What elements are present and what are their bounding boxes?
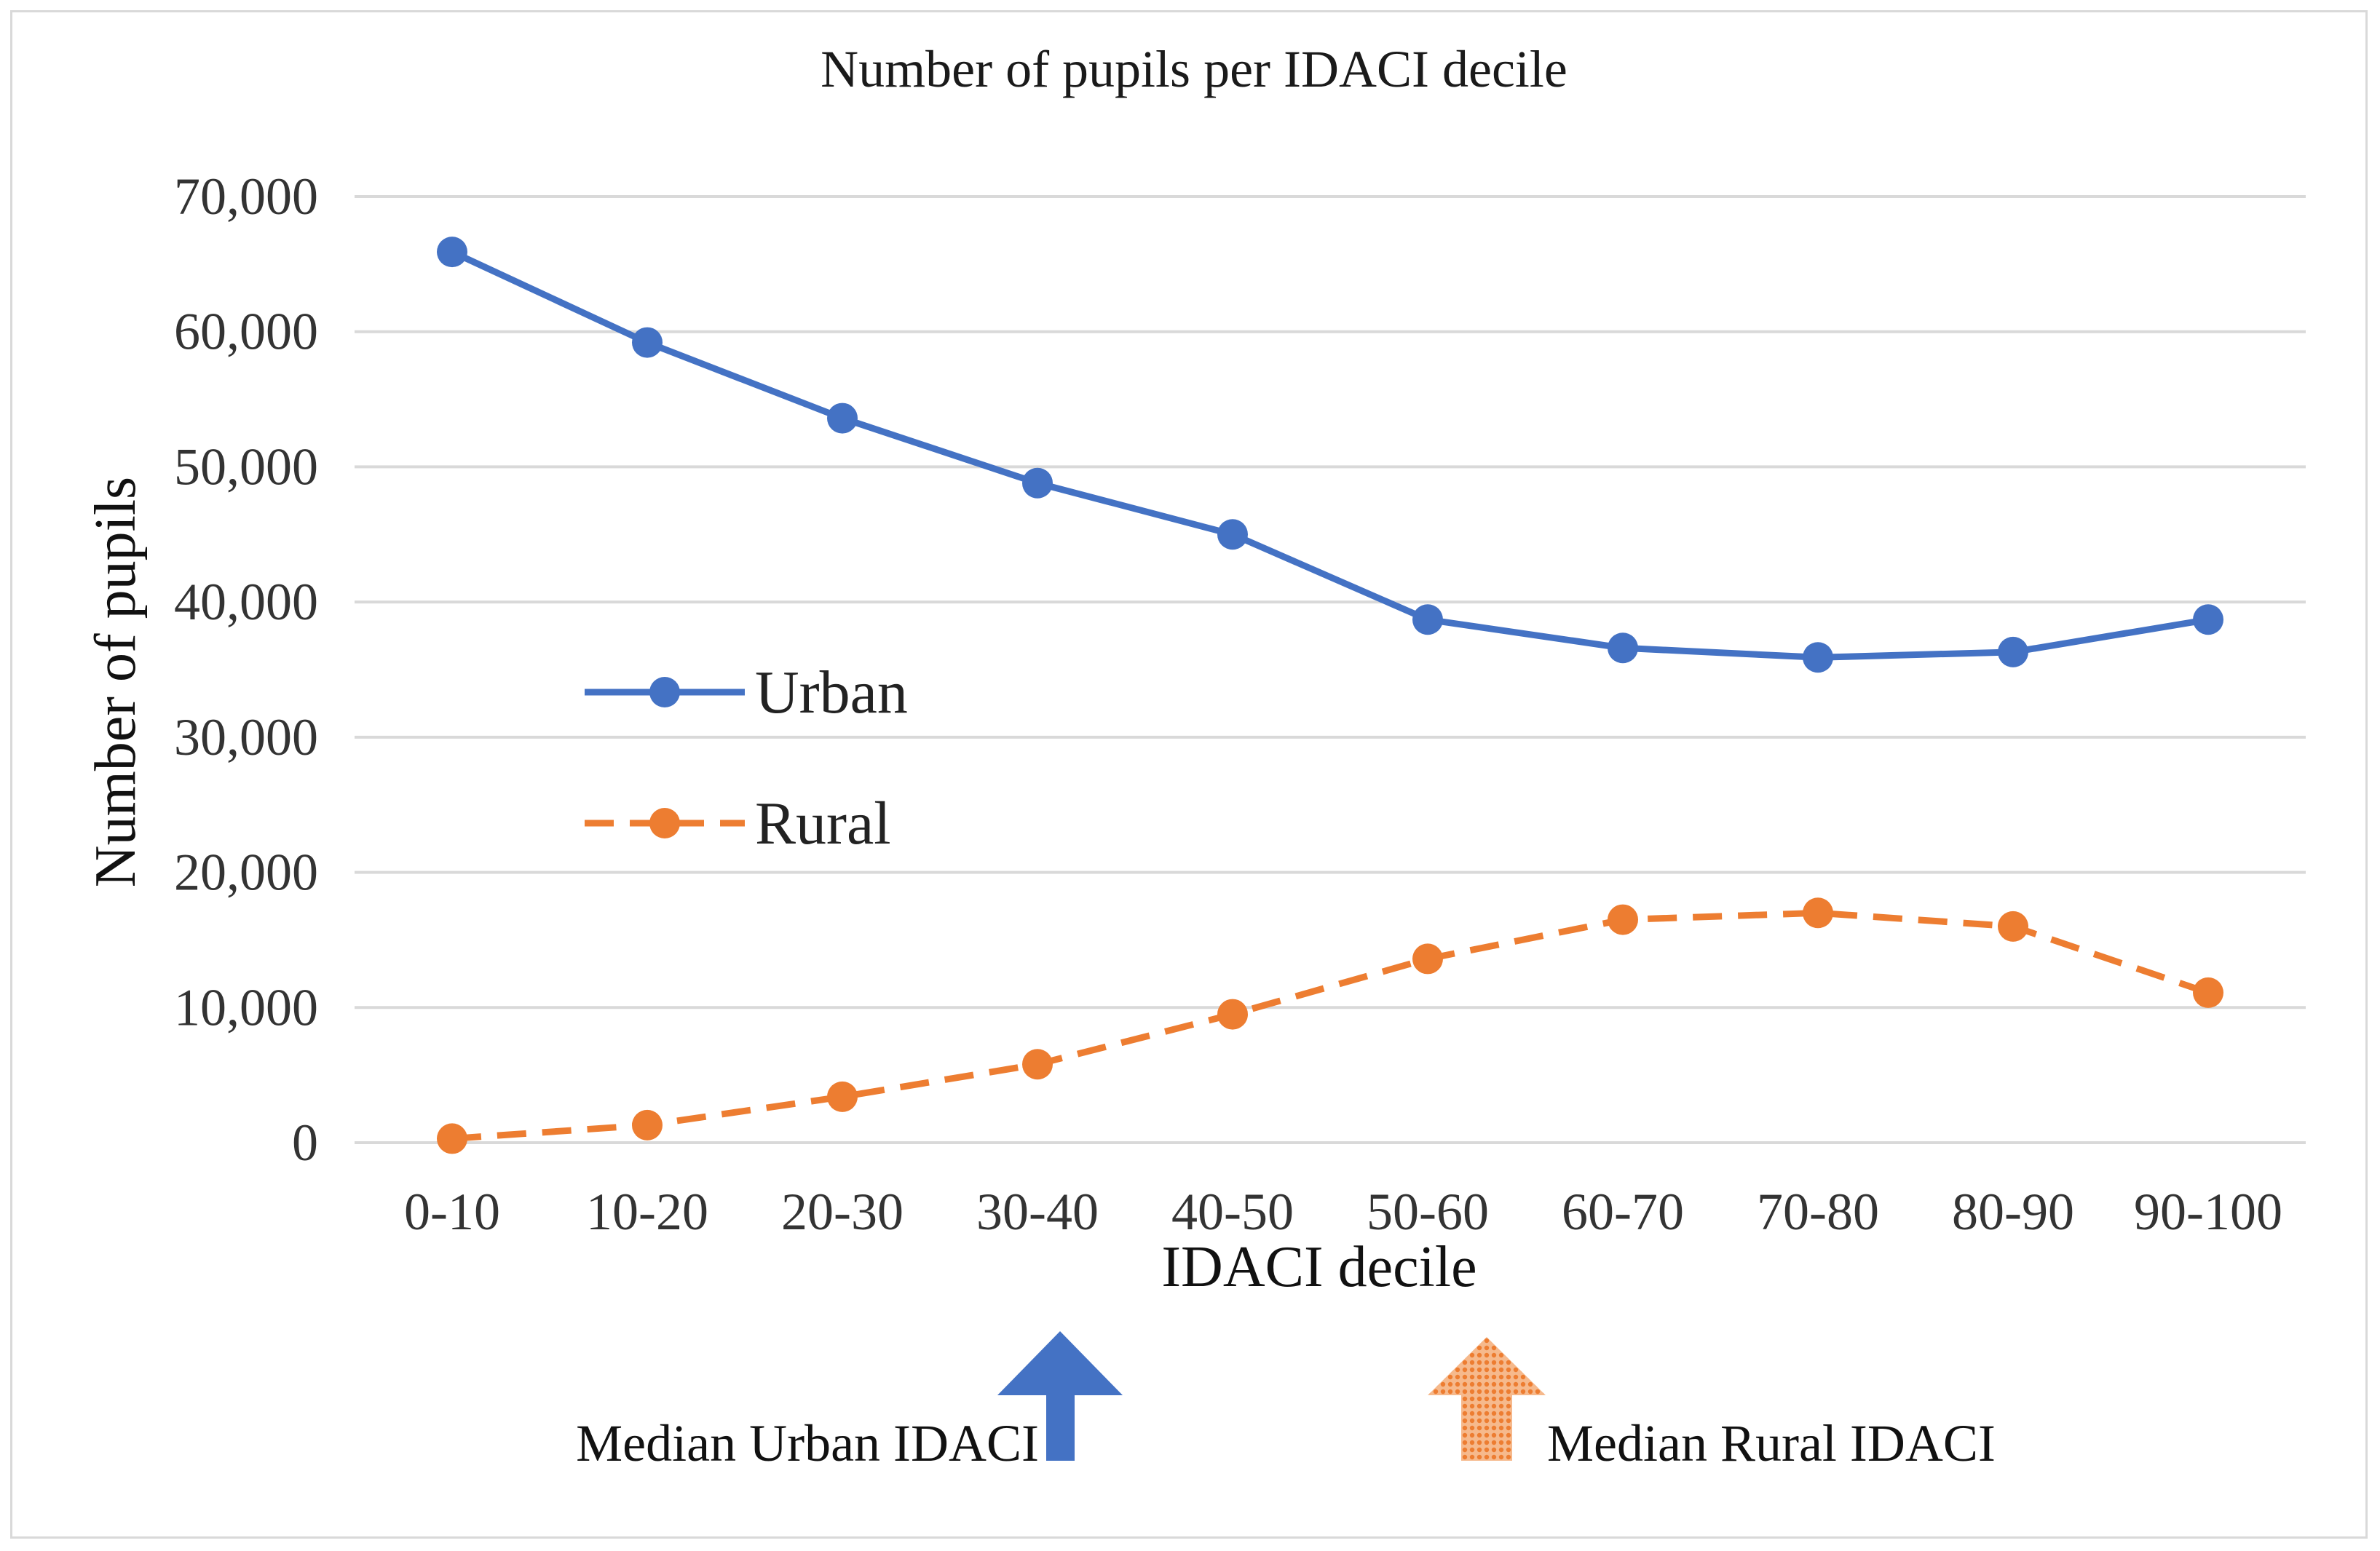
line-chart: Number of pupils per IDACI decile 0 10,00… [84, 40, 2306, 1472]
y-axis-ticks: 0 10,000 20,000 30,000 40,000 50,000 60,000 70,… [174, 167, 318, 1172]
data-point-urban-30-40 [1022, 467, 1053, 499]
gridlines [355, 195, 2306, 1144]
data-point-rural-80-90 [1998, 911, 2028, 942]
x-tick-label: 20-30 [781, 1183, 904, 1241]
chart-title: Number of pupils per IDACI decile [821, 40, 1567, 98]
x-tick-label: 70-80 [1757, 1183, 1879, 1241]
series-rural-line [451, 909, 2210, 1142]
legend-rural-label: Rural [755, 790, 891, 857]
median-rural-annotation: Median Rural IDACI [1428, 1337, 1996, 1472]
y-tick-label: 60,000 [174, 303, 318, 361]
x-tick-label: 10-20 [586, 1183, 708, 1241]
y-axis-title: Number of pupils [84, 477, 148, 887]
data-point-urban-10-20 [632, 327, 663, 358]
x-tick-label: 50-60 [1367, 1183, 1489, 1241]
median-urban-arrow-icon [997, 1331, 1123, 1461]
median-urban-annotation: Median Urban IDACI [576, 1331, 1123, 1472]
y-tick-label: 50,000 [174, 437, 318, 496]
x-axis-ticks: 0-10 10-20 20-30 30-40 40-50 50-60 60-70 70-80 8… [404, 1183, 2282, 1241]
legend-urban: Urban [585, 659, 908, 726]
data-point-rural-20-30 [827, 1081, 858, 1112]
data-point-rural-50-60 [1412, 943, 1443, 975]
data-point-urban-40-50 [1217, 519, 1248, 550]
legend-urban-label: Urban [755, 659, 908, 726]
data-point-rural-0-10 [437, 1123, 467, 1154]
y-tick-label: 20,000 [174, 844, 318, 902]
x-tick-label: 0-10 [404, 1183, 500, 1241]
y-tick-label: 0 [292, 1114, 318, 1172]
chart-frame: Number of pupils per IDACI decile 0 10,00… [10, 10, 2368, 1539]
median-rural-label: Median Rural IDACI [1547, 1414, 1996, 1472]
series-urban-line [451, 249, 2209, 661]
series-rural [437, 897, 2223, 1154]
x-tick-label: 90-100 [2134, 1183, 2282, 1241]
data-point-urban-20-30 [827, 402, 858, 434]
x-tick-label: 30-40 [976, 1183, 1099, 1241]
legend-rural: Rural [585, 790, 891, 857]
y-tick-label: 70,000 [174, 167, 318, 226]
x-tick-label: 60-70 [1562, 1183, 1684, 1241]
data-point-rural-10-20 [632, 1109, 663, 1141]
y-tick-label: 10,000 [174, 978, 318, 1036]
data-point-rural-40-50 [1217, 999, 1248, 1030]
data-point-rural-60-70 [1608, 904, 1638, 935]
data-point-urban-80-90 [1998, 636, 2028, 667]
data-point-urban-90-100 [2193, 604, 2223, 635]
legend-rural-marker [649, 808, 680, 838]
data-point-urban-50-60 [1412, 604, 1443, 635]
median-urban-label: Median Urban IDACI [576, 1414, 1039, 1472]
data-point-urban-0-10 [437, 237, 467, 268]
x-tick-label: 80-90 [1952, 1183, 2074, 1241]
data-point-rural-70-80 [1803, 897, 1833, 929]
median-rural-arrow-icon [1428, 1337, 1546, 1461]
y-tick-label: 40,000 [174, 573, 318, 631]
y-tick-label: 30,000 [174, 708, 318, 766]
x-tick-label: 40-50 [1171, 1183, 1294, 1241]
data-point-rural-90-100 [2193, 977, 2223, 1008]
data-point-rural-30-40 [1022, 1049, 1053, 1080]
legend-urban-marker [649, 677, 680, 707]
x-axis-title: IDACI decile [1161, 1235, 1476, 1299]
series-urban [437, 237, 2223, 673]
data-point-urban-70-80 [1803, 642, 1833, 673]
legend: Urban Rural [585, 659, 908, 857]
data-point-urban-60-70 [1608, 632, 1638, 664]
series-layer [437, 237, 2223, 1154]
